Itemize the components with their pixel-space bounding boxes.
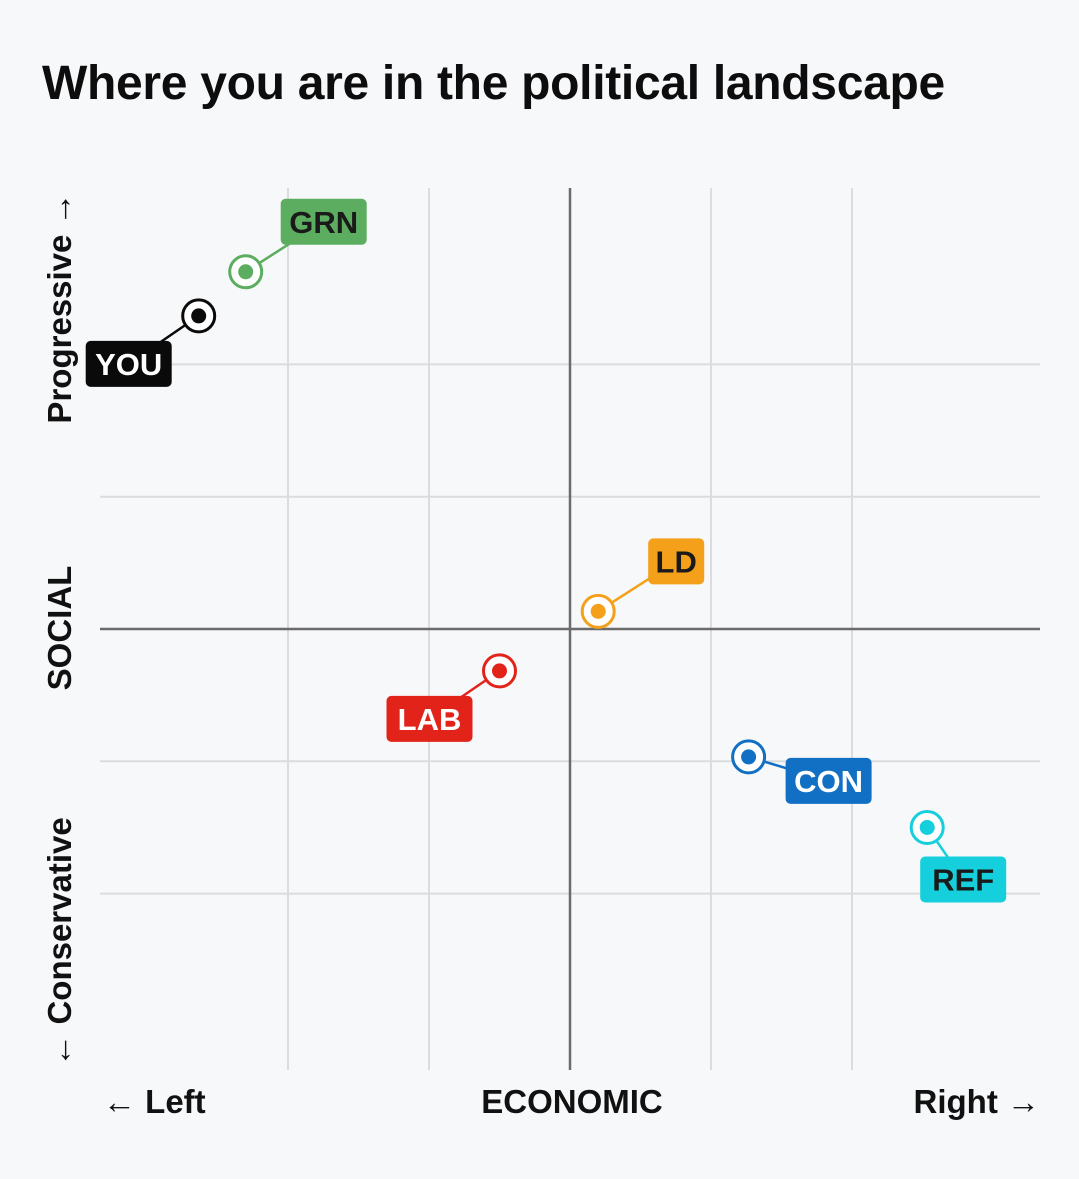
chart-title: Where you are in the political landscape xyxy=(42,57,945,110)
label-pill-lab xyxy=(386,695,473,742)
label-pill-con xyxy=(785,757,872,804)
label-pill-you xyxy=(85,340,172,387)
x-axis-right-label: Right → xyxy=(914,1083,1040,1120)
label-text-you: YOU xyxy=(95,347,162,382)
label-text-grn: GRN xyxy=(289,205,358,240)
point-lab: LAB xyxy=(386,653,517,742)
y-axis-title: SOCIAL xyxy=(41,566,78,691)
marker-dot-you xyxy=(191,308,207,324)
point-con: CON xyxy=(731,739,872,804)
label-pill-grn xyxy=(280,198,367,245)
center-axes xyxy=(100,188,1040,1070)
point-you: YOU xyxy=(85,298,217,387)
label-text-ld: LD xyxy=(656,544,697,579)
label-pill-ref xyxy=(920,856,1007,903)
label-text-con: CON xyxy=(794,764,863,799)
marker-dot-ld xyxy=(590,603,606,619)
marker-dot-lab xyxy=(492,663,507,679)
label-text-ref: REF xyxy=(932,862,994,897)
marker-dot-ref xyxy=(919,819,935,835)
point-grn: GRN xyxy=(228,198,367,290)
x-axis-left-label: ← Left xyxy=(103,1083,206,1120)
x-axis-title: ECONOMIC xyxy=(481,1083,663,1120)
marker-dot-con xyxy=(741,749,757,765)
marker-dot-grn xyxy=(238,264,254,280)
point-ld: LD xyxy=(580,538,705,629)
data-points: GRN YOU LD LAB CON REF xyxy=(85,198,1007,903)
y-axis-bottom-label: ← Conservative xyxy=(41,817,78,1066)
label-text-lab: LAB xyxy=(398,702,462,737)
label-pill-ld xyxy=(648,538,705,585)
point-ref: REF xyxy=(909,809,1007,903)
y-axis-top-label: Progressive → xyxy=(41,192,78,423)
